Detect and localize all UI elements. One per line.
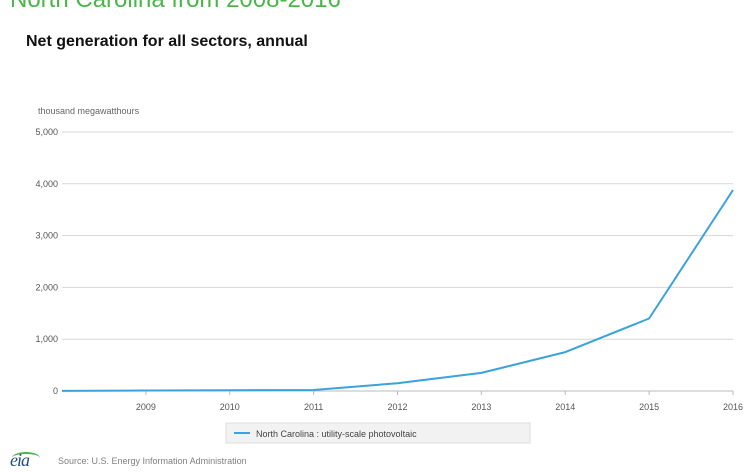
- eia-logo[interactable]: eia: [10, 450, 48, 470]
- eia-logo-text: eia: [10, 450, 30, 470]
- x-tick-label: 2014: [555, 402, 575, 412]
- x-tick-label: 2009: [136, 402, 156, 412]
- source-note: Source: U.S. Energy Information Administ…: [58, 456, 247, 466]
- x-tick-label: 2016: [723, 402, 743, 412]
- legend-label: North Carolina : utility-scale photovolt…: [256, 429, 417, 439]
- series-line: [61, 189, 734, 392]
- y-tick-label: 5,000: [35, 127, 58, 137]
- page-title: North Carolina from 2008-2016: [10, 0, 341, 12]
- x-tick-label: 2011: [304, 402, 323, 412]
- y-tick-label: 3,000: [35, 231, 58, 241]
- x-tick-label: 2010: [220, 402, 240, 412]
- legend-box: [225, 422, 531, 444]
- y-tick-label: 2,000: [35, 282, 58, 292]
- y-tick-label: 4,000: [35, 179, 58, 189]
- eia-logo-arc: [12, 452, 40, 464]
- y-tick-label: 1,000: [35, 334, 58, 344]
- footer: eia Source: U.S. Energy Information Admi…: [10, 450, 247, 470]
- x-tick-label: 2015: [639, 402, 659, 412]
- x-tick-label: 2012: [387, 402, 407, 412]
- x-tick-label: 2013: [471, 402, 491, 412]
- chart-title: Net generation for all sectors, annual: [26, 33, 308, 50]
- y-axis-label: thousand megawatthours: [38, 106, 140, 116]
- line-chart: thousand megawatthours 0 1,000 2,000 3,000 4,…: [35, 106, 743, 444]
- y-tick-label: 0: [53, 386, 58, 396]
